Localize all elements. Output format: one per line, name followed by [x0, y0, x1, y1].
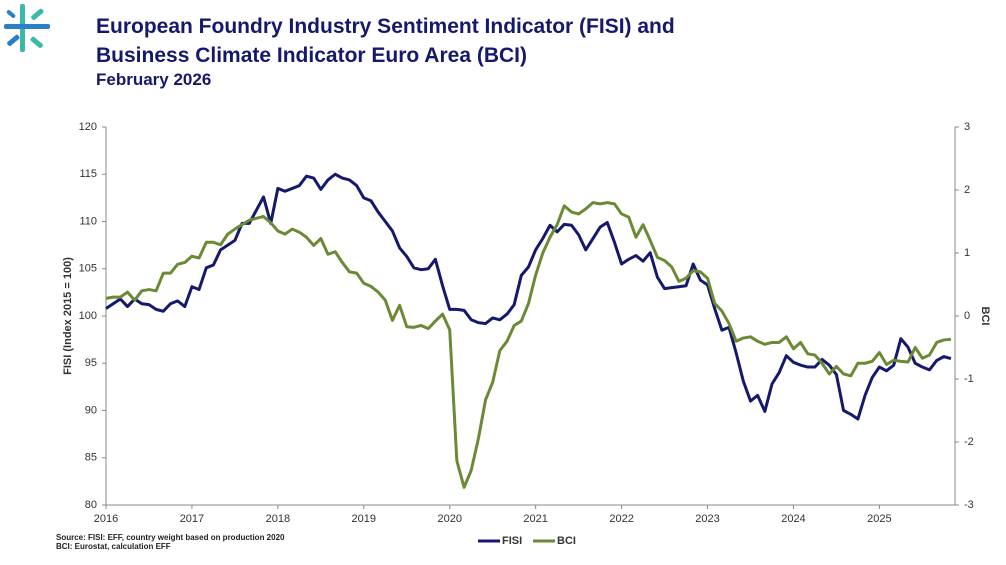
y-tick-label: 95 [85, 357, 97, 369]
x-tick-label: 2019 [352, 513, 376, 525]
chart-title: Business Climate Indicator Euro Area (BC… [96, 44, 527, 67]
y-tick-label: 80 [85, 499, 97, 511]
x-tick-label: 2021 [523, 513, 547, 525]
chart-subtitle: February 2026 [96, 70, 211, 89]
y2-tick-label: 1 [964, 247, 970, 259]
y2-tick-label: 0 [964, 310, 970, 322]
footnote: BCI: Eurostat, calculation EFF [56, 542, 171, 551]
legend-label: BCI [557, 535, 576, 547]
y2-tick-label: 3 [964, 121, 970, 133]
y2-tick-label: -2 [964, 436, 974, 448]
x-tick-label: 2018 [266, 513, 290, 525]
y2-axis-title: BCI [979, 307, 991, 326]
x-tick-label: 2020 [437, 513, 461, 525]
data-line [105, 172, 952, 421]
y-tick-label: 90 [85, 404, 97, 416]
footnote: Source: FISI: EFF, country weight based … [56, 533, 285, 542]
legend-label: FISI [502, 535, 522, 547]
x-tick-label: 2022 [609, 513, 633, 525]
y2-tick-label: -3 [964, 499, 974, 511]
y-tick-label: 110 [79, 215, 97, 227]
y-tick-label: 100 [79, 310, 97, 322]
x-tick-label: 2017 [180, 513, 204, 525]
y-tick-label: 105 [79, 263, 97, 275]
y2-tick-label: 2 [964, 184, 970, 196]
data-line [105, 201, 952, 489]
x-tick-label: 2016 [94, 513, 118, 525]
chart-title: European Foundry Industry Sentiment Indi… [96, 15, 675, 38]
y-tick-label: 115 [79, 168, 97, 180]
y-axis-title: FISI (Index 2015 = 100) [62, 257, 74, 375]
y2-tick-label: -1 [964, 373, 974, 385]
x-tick-label: 2023 [695, 513, 719, 525]
y-tick-label: 120 [79, 121, 97, 133]
x-tick-label: 2024 [781, 513, 805, 525]
y-tick-label: 85 [85, 452, 97, 464]
x-tick-label: 2025 [867, 513, 891, 525]
logo [4, 4, 50, 52]
